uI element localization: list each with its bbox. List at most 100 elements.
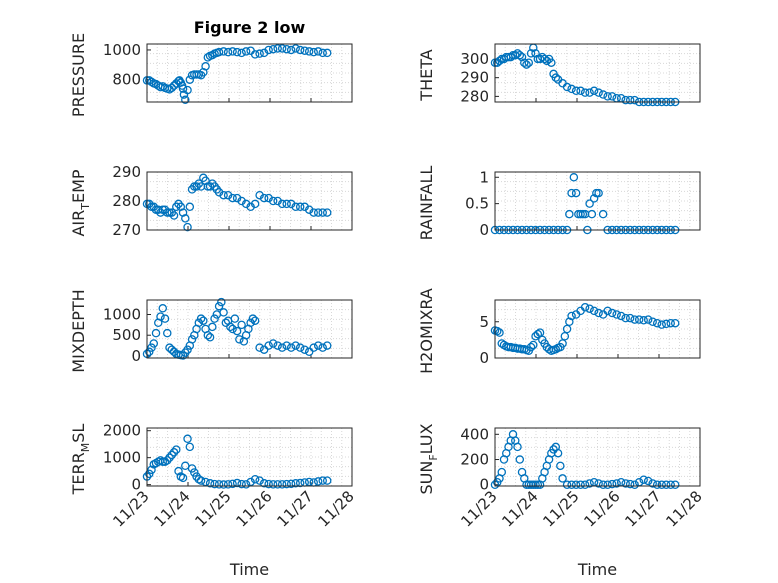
data-point (630, 480, 639, 489)
data-point (300, 345, 309, 354)
data-point (291, 202, 300, 212)
data-point (585, 88, 594, 97)
x-tick-label: 11/23 (109, 487, 152, 530)
data-point (621, 479, 630, 488)
data-point (515, 50, 525, 60)
data-point (625, 313, 635, 323)
data-point (232, 47, 242, 57)
data-point (160, 314, 170, 323)
data-point (264, 479, 273, 489)
data-point (547, 58, 556, 67)
data-point (232, 478, 242, 488)
data-point (318, 343, 327, 352)
data-point (529, 340, 538, 350)
data-point (322, 48, 332, 58)
data-point (648, 479, 657, 488)
data-point (194, 318, 204, 328)
data-point (223, 480, 233, 489)
data-point (286, 479, 296, 489)
data-point (558, 474, 567, 483)
data-point (185, 75, 195, 84)
data-point (214, 480, 224, 489)
data-point (145, 347, 154, 357)
data-point (607, 479, 617, 489)
data-point (551, 73, 561, 82)
data-point (524, 58, 534, 67)
data-point (151, 328, 161, 338)
data-point (313, 341, 323, 350)
y-axis-label: MIXDEPTH (69, 289, 88, 372)
data-point (183, 434, 192, 444)
data-point (594, 308, 603, 318)
data-point (181, 214, 190, 223)
data-point (585, 199, 594, 208)
y-tick-label: 290 (112, 163, 141, 181)
data-point (639, 475, 648, 484)
data-point (201, 62, 210, 71)
data-point (513, 442, 522, 452)
data-point (562, 82, 572, 92)
data-point (259, 193, 269, 203)
data-point (273, 341, 282, 350)
y-tick-label: 500 (112, 326, 141, 344)
axes-box (146, 427, 353, 487)
data-point (520, 58, 529, 67)
data-point (506, 52, 516, 62)
data-point (248, 314, 258, 323)
data-point (237, 479, 246, 489)
data-point (670, 318, 680, 328)
data-point (542, 56, 552, 66)
data-point (598, 209, 608, 219)
data-point (598, 480, 608, 489)
x-tick-label: 11/26 (232, 487, 275, 530)
data-point (277, 44, 287, 53)
data-point (661, 480, 671, 489)
data-point (571, 86, 581, 96)
data-point (318, 48, 327, 58)
data-point (268, 339, 278, 348)
data-point (187, 464, 197, 473)
data-point (580, 88, 590, 97)
data-point (495, 328, 504, 337)
data-point (540, 54, 549, 64)
y-tick-label: 5 (479, 313, 489, 331)
data-point (214, 301, 224, 311)
data-point (567, 84, 576, 94)
data-point (634, 315, 644, 324)
data-point (621, 95, 630, 105)
data-point (183, 222, 192, 232)
data-point (594, 88, 603, 97)
data-point (580, 302, 590, 312)
data-point (167, 450, 177, 460)
data-point (196, 476, 206, 485)
data-point (210, 314, 219, 323)
data-point (295, 45, 305, 55)
data-point (607, 92, 617, 101)
data-point (205, 479, 215, 488)
x-axis-label: Time (229, 560, 269, 579)
y-tick-label: 0 (131, 347, 141, 365)
data-point (535, 328, 545, 337)
data-point (603, 480, 612, 489)
data-point (533, 329, 543, 339)
data-point (567, 311, 576, 321)
data-point (268, 196, 278, 206)
data-point (232, 326, 242, 336)
data-point (562, 324, 572, 334)
y-tick-label: 300 (460, 50, 489, 68)
data-point (585, 479, 594, 488)
data-point (199, 316, 208, 325)
data-point (214, 47, 224, 57)
data-point (273, 480, 282, 489)
data-point (203, 330, 213, 340)
data-point (178, 473, 188, 483)
data-point (313, 208, 323, 217)
data-point (569, 173, 579, 182)
data-point (616, 311, 626, 321)
data-point (277, 480, 287, 489)
data-point (217, 297, 226, 307)
data-point (580, 480, 590, 489)
data-point (228, 193, 237, 203)
data-point (156, 312, 165, 321)
